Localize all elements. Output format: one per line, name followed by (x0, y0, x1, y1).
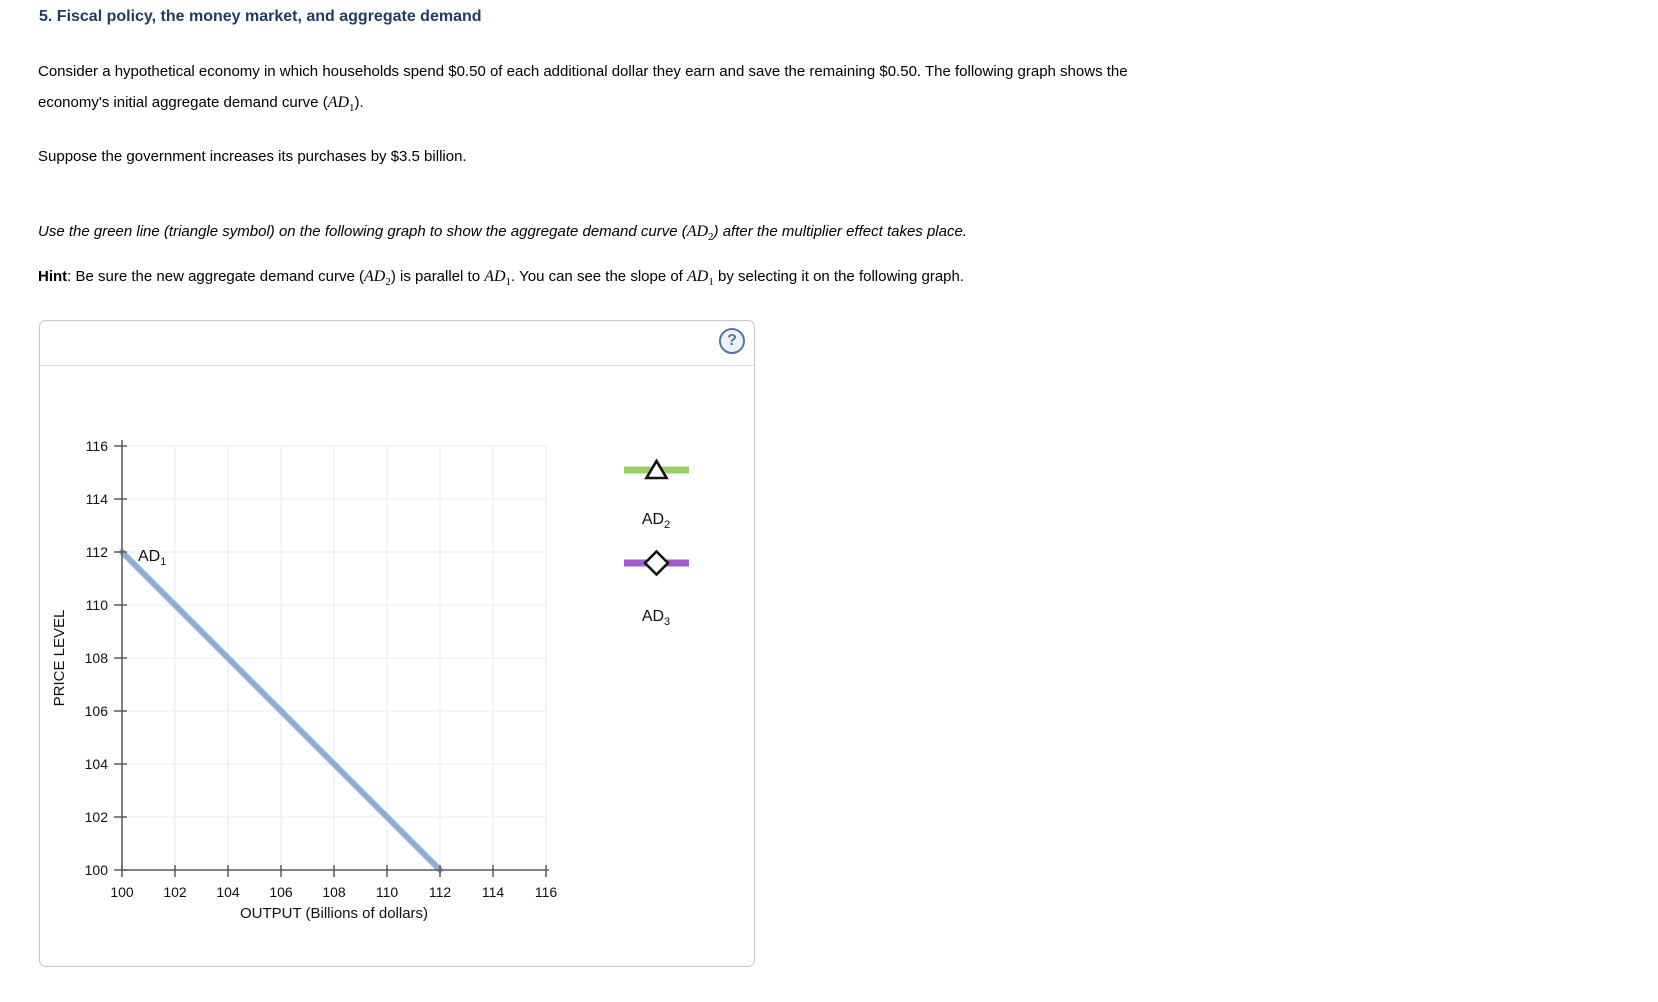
x-tick-label: 112 (429, 884, 452, 900)
y-tick-label: 108 (85, 650, 109, 666)
instruction-paragraph: Use the green line (triangle symbol) on … (38, 223, 967, 244)
help-icon[interactable]: ? (719, 328, 745, 354)
legend-ad2-label: AD2 (641, 511, 671, 532)
ad1-curve[interactable] (119, 549, 443, 873)
y-tick-label: 102 (85, 809, 109, 825)
y-tick-label: 100 (85, 862, 109, 878)
intro-text: Consider a hypothetical economy in which… (38, 63, 1128, 111)
x-tick-label: 106 (269, 884, 293, 900)
y-tick-label: 116 (86, 438, 109, 454)
intro-paragraph: Consider a hypothetical economy in which… (38, 63, 1128, 115)
y-tick-label: 104 (85, 756, 109, 772)
legend-ad3-diamond-symbol[interactable] (643, 549, 670, 577)
graph-panel: ? 100 102 104 106 108 110 112 114 116 100 102 104 10… (39, 320, 755, 967)
x-axis-title: OUTPUT (Billions of dollars) (239, 905, 429, 922)
y-tick-label: 110 (86, 597, 109, 613)
hint-paragraph: Hint: Be sure the new aggregate demand c… (38, 268, 965, 289)
math-ad1: AD1 (327, 94, 355, 115)
page-title: 5. Fiscal policy, the money market, and … (39, 8, 482, 25)
x-tick-label: 116 (535, 884, 558, 900)
setup-paragraph: Suppose the government increases its pur… (38, 141, 1176, 172)
x-tick-label: 100 (110, 884, 134, 900)
instruction-text: Use the green line (triangle symbol) on … (38, 223, 687, 240)
ad1-curve-label: AD1 (138, 548, 167, 569)
math-ad1: AD1 (484, 268, 512, 289)
math-ad2: AD2 (364, 268, 391, 289)
y-tick-label: 106 (85, 703, 109, 719)
x-tick-label: 110 (376, 884, 399, 900)
y-axis-title: PRICE LEVEL (51, 609, 68, 707)
x-tick-label: 108 (322, 884, 346, 900)
y-tick-label: 112 (86, 544, 109, 560)
x-tick-label: 114 (482, 884, 505, 900)
math-ad2: AD2 (686, 223, 714, 244)
y-tick-label: 114 (86, 491, 109, 507)
math-ad1: AD1 (687, 268, 714, 289)
graph-panel-header: ? (40, 321, 754, 366)
legend-ad3-label: AD3 (641, 608, 671, 629)
x-tick-label: 102 (163, 884, 187, 900)
hint-label: Hint (38, 268, 68, 285)
legend-ad2-triangle-symbol[interactable] (644, 458, 669, 480)
aggregate-demand-chart: 100 102 104 106 108 110 112 114 116 100 102 104 106 1… (85, 438, 689, 900)
x-tick-label: 104 (216, 884, 240, 900)
setup-text: Suppose the government increases its pur… (38, 148, 467, 165)
